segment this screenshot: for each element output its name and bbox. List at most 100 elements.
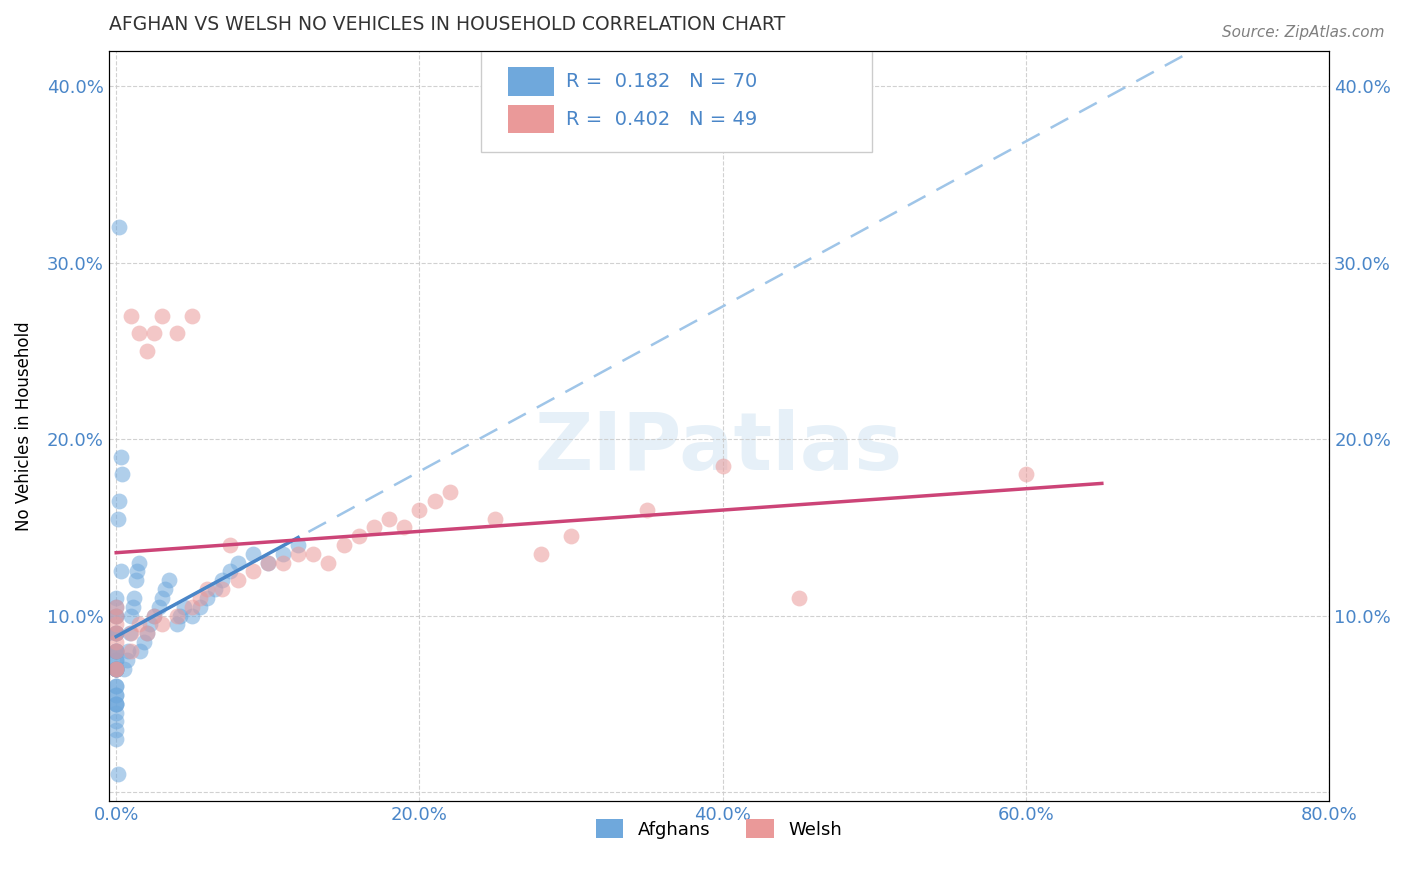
- Point: [484, 511, 506, 525]
- Point: [105, 697, 128, 711]
- Point: [157, 574, 180, 588]
- Point: [129, 644, 152, 658]
- Point: [105, 644, 128, 658]
- Point: [105, 626, 128, 640]
- Point: [110, 450, 132, 464]
- Point: [127, 565, 149, 579]
- Point: [132, 635, 155, 649]
- Point: [105, 732, 128, 747]
- Point: [226, 574, 249, 588]
- Point: [143, 326, 166, 341]
- Point: [107, 511, 129, 525]
- Point: [188, 591, 211, 605]
- Point: [530, 547, 553, 561]
- Point: [302, 547, 325, 561]
- Point: [169, 608, 191, 623]
- Point: [287, 547, 309, 561]
- Point: [105, 661, 128, 675]
- Point: [219, 565, 242, 579]
- Point: [135, 626, 157, 640]
- Point: [287, 538, 309, 552]
- Point: [138, 617, 160, 632]
- Point: [122, 599, 145, 614]
- Point: [105, 599, 128, 614]
- Point: [105, 626, 128, 640]
- Point: [105, 661, 128, 675]
- Point: [105, 661, 128, 675]
- Point: [115, 653, 138, 667]
- Point: [105, 644, 128, 658]
- Point: [181, 309, 204, 323]
- FancyBboxPatch shape: [481, 51, 872, 153]
- Point: [128, 617, 150, 632]
- Point: [120, 309, 142, 323]
- Bar: [508, 67, 554, 95]
- Point: [105, 679, 128, 693]
- Point: [105, 608, 128, 623]
- Text: AFGHAN VS WELSH NO VEHICLES IN HOUSEHOLD CORRELATION CHART: AFGHAN VS WELSH NO VEHICLES IN HOUSEHOLD…: [108, 15, 785, 34]
- Point: [332, 538, 354, 552]
- Point: [211, 574, 233, 588]
- Point: [166, 608, 188, 623]
- Point: [363, 520, 385, 534]
- Point: [143, 608, 166, 623]
- Legend: Afghans, Welsh: Afghans, Welsh: [589, 812, 849, 846]
- Point: [105, 644, 128, 658]
- Point: [408, 502, 430, 516]
- Point: [195, 582, 218, 596]
- Point: [439, 485, 461, 500]
- Point: [107, 767, 129, 781]
- Point: [128, 326, 150, 341]
- Point: [242, 565, 264, 579]
- Bar: [508, 105, 554, 133]
- Point: [143, 608, 166, 623]
- Point: [105, 679, 128, 693]
- Point: [105, 644, 128, 658]
- Point: [105, 723, 128, 738]
- Point: [188, 599, 211, 614]
- Point: [111, 467, 134, 482]
- Point: [112, 661, 135, 675]
- Point: [105, 653, 128, 667]
- Point: [105, 697, 128, 711]
- Point: [105, 661, 128, 675]
- Point: [105, 661, 128, 675]
- Point: [105, 644, 128, 658]
- Text: Source: ZipAtlas.com: Source: ZipAtlas.com: [1222, 25, 1385, 40]
- Text: R =  0.182   N = 70: R = 0.182 N = 70: [567, 72, 758, 91]
- Point: [150, 591, 173, 605]
- Point: [423, 494, 446, 508]
- Point: [256, 556, 278, 570]
- Point: [636, 502, 658, 516]
- Point: [135, 626, 157, 640]
- Point: [105, 688, 128, 702]
- Point: [105, 706, 128, 720]
- Point: [105, 661, 128, 675]
- Point: [124, 591, 146, 605]
- Point: [105, 591, 128, 605]
- Point: [219, 538, 242, 552]
- Point: [117, 644, 139, 658]
- Point: [105, 608, 128, 623]
- Point: [120, 608, 142, 623]
- Point: [150, 617, 173, 632]
- Point: [120, 644, 142, 658]
- Point: [711, 458, 734, 473]
- Point: [394, 520, 416, 534]
- Point: [108, 220, 131, 235]
- Point: [271, 556, 294, 570]
- Point: [105, 661, 128, 675]
- Point: [105, 697, 128, 711]
- Point: [105, 635, 128, 649]
- Text: ZIPatlas: ZIPatlas: [534, 409, 903, 487]
- Point: [211, 582, 233, 596]
- Point: [1015, 467, 1038, 482]
- Point: [105, 626, 128, 640]
- Point: [181, 599, 204, 614]
- Point: [105, 626, 128, 640]
- Point: [110, 565, 132, 579]
- Point: [153, 582, 176, 596]
- Point: [105, 608, 128, 623]
- Point: [135, 343, 157, 358]
- Point: [173, 599, 195, 614]
